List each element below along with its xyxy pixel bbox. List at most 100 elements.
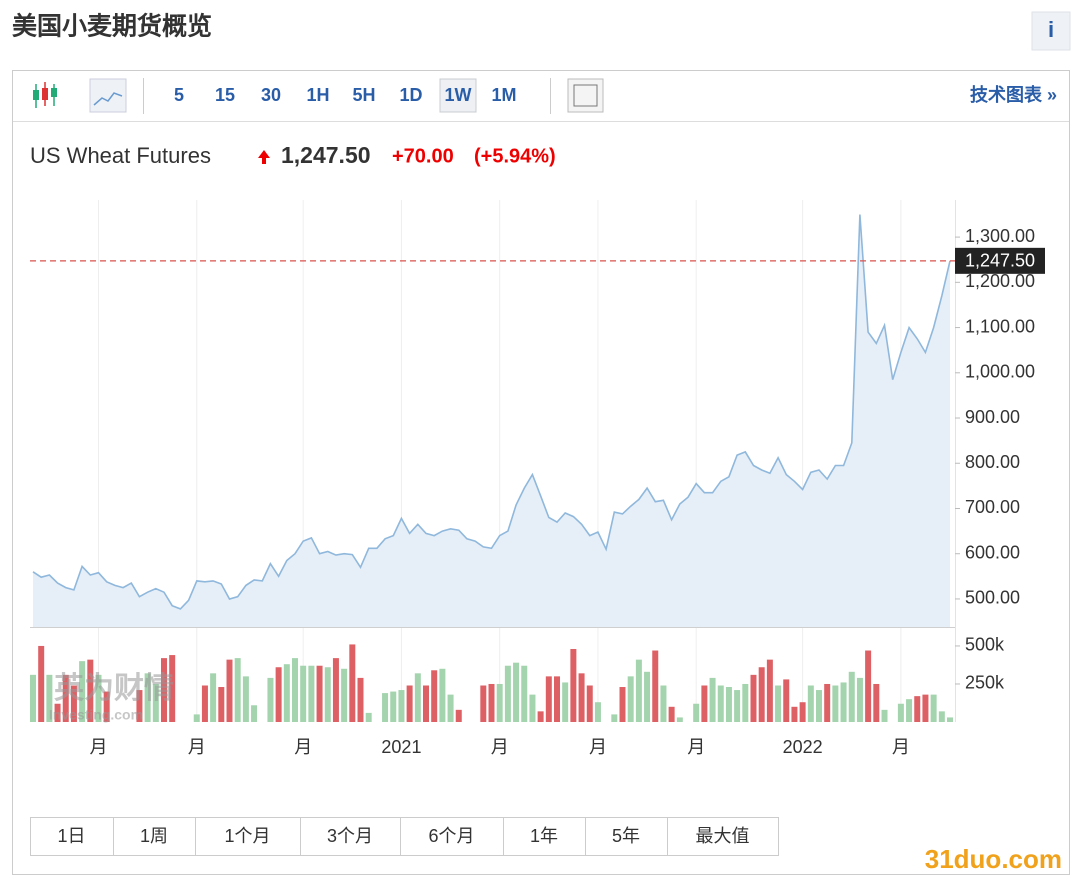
- volume-bar: [95, 674, 102, 722]
- info-icon[interactable]: i: [1048, 17, 1054, 42]
- range-button[interactable]: [503, 817, 586, 856]
- interval-button[interactable]: 5H: [352, 85, 375, 105]
- range-label[interactable]: 1周: [140, 826, 168, 846]
- volume-bar: [398, 690, 405, 722]
- volume-bar: [856, 677, 863, 722]
- volume-bar: [611, 714, 618, 722]
- volume-bar: [652, 650, 659, 722]
- volume-bar: [455, 709, 462, 722]
- volume-bar: [709, 677, 716, 722]
- volume-bar: [873, 683, 880, 722]
- volume-bar: [701, 685, 708, 722]
- volume-bar: [660, 685, 667, 722]
- y-tick-label: 500.00: [965, 588, 1020, 608]
- volume-bar: [766, 659, 773, 722]
- range-label[interactable]: 5年: [612, 826, 640, 846]
- advanced-chart-link[interactable]: 技术图表 »: [970, 84, 1057, 105]
- price-change: +70.00: [392, 145, 454, 167]
- volume-bar: [324, 667, 331, 722]
- volume-bar: [201, 685, 208, 722]
- volume-bar: [447, 694, 454, 722]
- volume-bar: [513, 662, 520, 722]
- volume-bar: [807, 685, 814, 722]
- interval-button[interactable]: 30: [261, 85, 281, 105]
- range-button[interactable]: [30, 817, 114, 856]
- range-button[interactable]: [195, 817, 301, 856]
- interval-button[interactable]: 1W: [445, 85, 472, 105]
- x-tick-label: 月: [687, 737, 705, 757]
- volume-bar: [816, 690, 822, 722]
- volume-bar: [242, 676, 249, 722]
- volume-bar: [496, 683, 503, 722]
- volume-bar: [488, 683, 495, 722]
- range-label[interactable]: 3个月: [327, 826, 373, 846]
- up-arrow: [258, 150, 270, 164]
- range-label[interactable]: 1年: [530, 826, 558, 846]
- volume-bar: [267, 677, 274, 722]
- y-tick-label: 700.00: [965, 497, 1020, 517]
- volume-bar: [545, 676, 552, 722]
- plot: 月 月 月 2021 月 月 月 2022 月 500.00 600.00 700.00 800.00 9…: [30, 200, 1045, 757]
- volume-bar: [414, 673, 421, 722]
- volume-bar: [144, 673, 151, 722]
- volume-bar: [54, 703, 61, 722]
- range-label[interactable]: 最大值: [696, 826, 750, 846]
- layout-button[interactable]: [567, 78, 604, 113]
- volume-bar: [79, 661, 86, 722]
- volume-bar: [308, 665, 315, 722]
- volume-bar: [152, 683, 159, 722]
- range-button[interactable]: [400, 817, 504, 856]
- last-price: 1,247.50: [281, 142, 371, 168]
- volume-bar: [668, 706, 675, 722]
- volume-bar: [87, 659, 94, 722]
- range-label[interactable]: 1个月: [224, 826, 270, 846]
- volume-bar: [332, 658, 339, 722]
- x-tick-label: 月: [188, 737, 206, 757]
- volume-bar: [218, 687, 225, 722]
- volume-bar: [341, 668, 348, 722]
- info-button[interactable]: [1031, 11, 1071, 51]
- volume-bar: [382, 693, 389, 722]
- interval-button[interactable]: 1D: [399, 85, 422, 105]
- y-tick-label: 1,200.00: [965, 271, 1035, 291]
- volume-bar: [210, 673, 217, 722]
- volume-bar: [799, 702, 806, 722]
- candle-icon[interactable]: [33, 82, 57, 108]
- volume-bar: [103, 691, 110, 722]
- interval-selected-bg[interactable]: [439, 78, 477, 113]
- x-tick-label: 2021: [381, 737, 421, 757]
- y-tick-label: 800.00: [965, 452, 1020, 472]
- range-label[interactable]: 1日: [57, 826, 85, 846]
- range-button[interactable]: [667, 817, 779, 856]
- range-button[interactable]: [585, 817, 668, 856]
- interval-button[interactable]: 1M: [491, 85, 516, 105]
- interval-button[interactable]: 5: [174, 85, 184, 105]
- volume-bar: [406, 685, 413, 722]
- interval-button[interactable]: 1H: [306, 85, 329, 105]
- volume-bar: [226, 659, 233, 722]
- volume-bar: [431, 670, 438, 722]
- interval-button[interactable]: 15: [215, 85, 235, 105]
- range-button[interactable]: [113, 817, 196, 856]
- price-area: [33, 214, 950, 627]
- volume-bar: [676, 717, 683, 722]
- range-label[interactable]: 6个月: [428, 826, 474, 846]
- volume-bar: [554, 676, 560, 722]
- volume-bar: [586, 685, 593, 722]
- x-tick-label: 月: [294, 737, 312, 757]
- volume-bar: [480, 685, 487, 722]
- volume-bar: [423, 685, 429, 722]
- y-tick-label: 600.00: [965, 542, 1020, 562]
- page-title: 美国小麦期货概览: [12, 12, 212, 41]
- volume-bar: [537, 711, 544, 722]
- volume-bar: [251, 705, 258, 722]
- volume-bar: [897, 703, 904, 722]
- volume-bar: [62, 674, 69, 722]
- range-button[interactable]: [300, 817, 401, 856]
- volume-bar: [349, 644, 356, 722]
- volume-bar: [193, 714, 200, 722]
- volume-bar: [840, 682, 847, 722]
- volume-bar: [161, 658, 167, 722]
- volume-bar: [136, 690, 143, 722]
